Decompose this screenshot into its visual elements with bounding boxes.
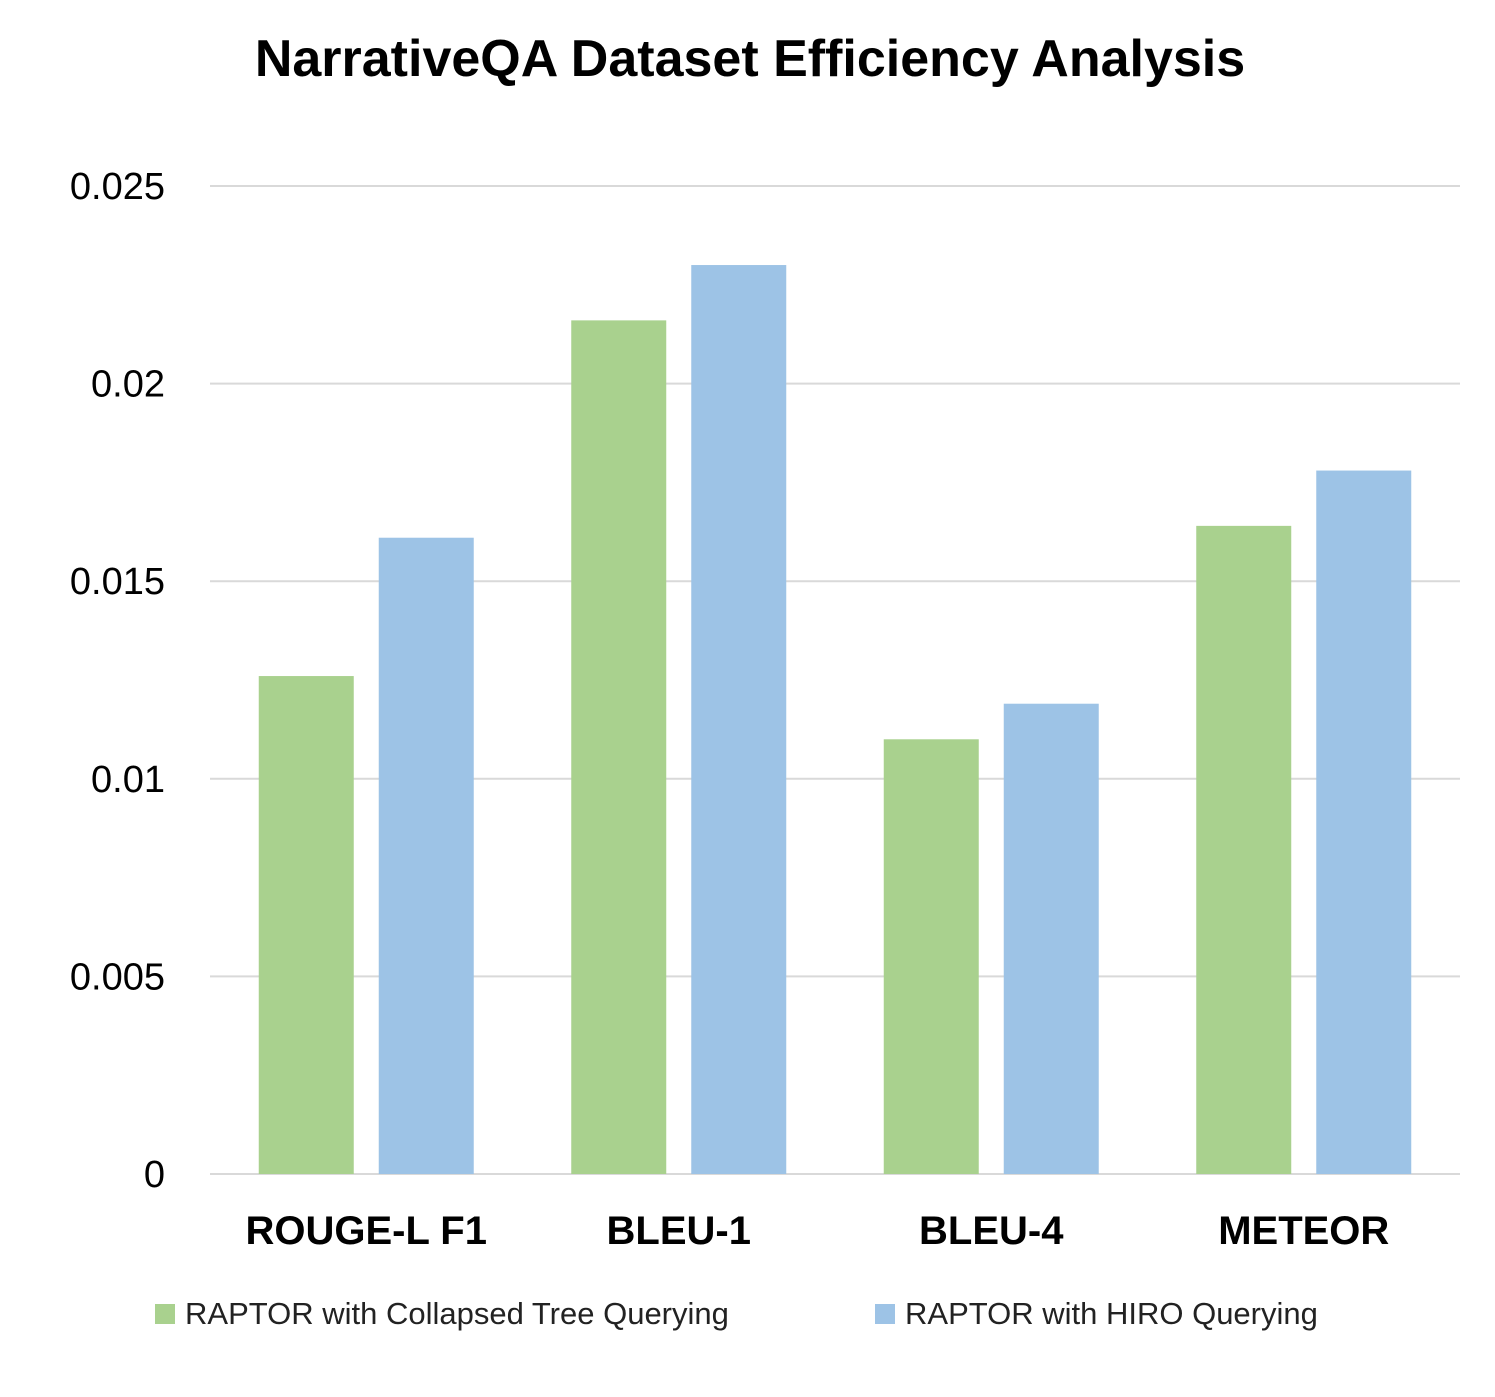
bar-collapsed-tree-2 [883,739,979,1174]
bar-hiro-0 [378,537,474,1174]
y-axis-ticks: 0 0.005 0.01 0.015 0.02 0.025 [70,166,165,1196]
legend-swatch [155,1304,175,1324]
y-tick-label: 0.005 [70,956,165,998]
legend-label: RAPTOR with Collapsed Tree Querying [185,1296,729,1331]
chart-title: NarrativeQA Dataset Efficiency Analysis [255,30,1245,88]
bar-collapsed-tree-3 [1196,525,1292,1174]
bar-collapsed-tree-0 [258,676,354,1174]
bar-hiro-3 [1316,470,1412,1174]
x-tick-label: BLEU-1 [607,1209,751,1253]
y-tick-label: 0.015 [70,561,165,603]
y-tick-label: 0.01 [91,759,165,801]
y-tick-label: 0.025 [70,166,165,208]
bars [258,265,1412,1174]
x-tick-label: BLEU-4 [919,1209,1064,1253]
bar-hiro-1 [691,265,787,1174]
x-tick-label: METEOR [1218,1209,1389,1253]
legend: RAPTOR with Collapsed Tree Querying RAPTO… [155,1296,1318,1331]
y-tick-label: 0 [144,1154,165,1196]
y-tick-label: 0.02 [91,364,165,406]
legend-label: RAPTOR with HIRO Querying [905,1296,1318,1331]
x-axis-ticks: ROUGE-L F1 BLEU-1 BLEU-4 METEOR [245,1209,1389,1253]
x-tick-label: ROUGE-L F1 [245,1209,487,1253]
bar-collapsed-tree-1 [571,320,667,1174]
legend-swatch [875,1304,895,1324]
bar-hiro-2 [1003,703,1099,1174]
